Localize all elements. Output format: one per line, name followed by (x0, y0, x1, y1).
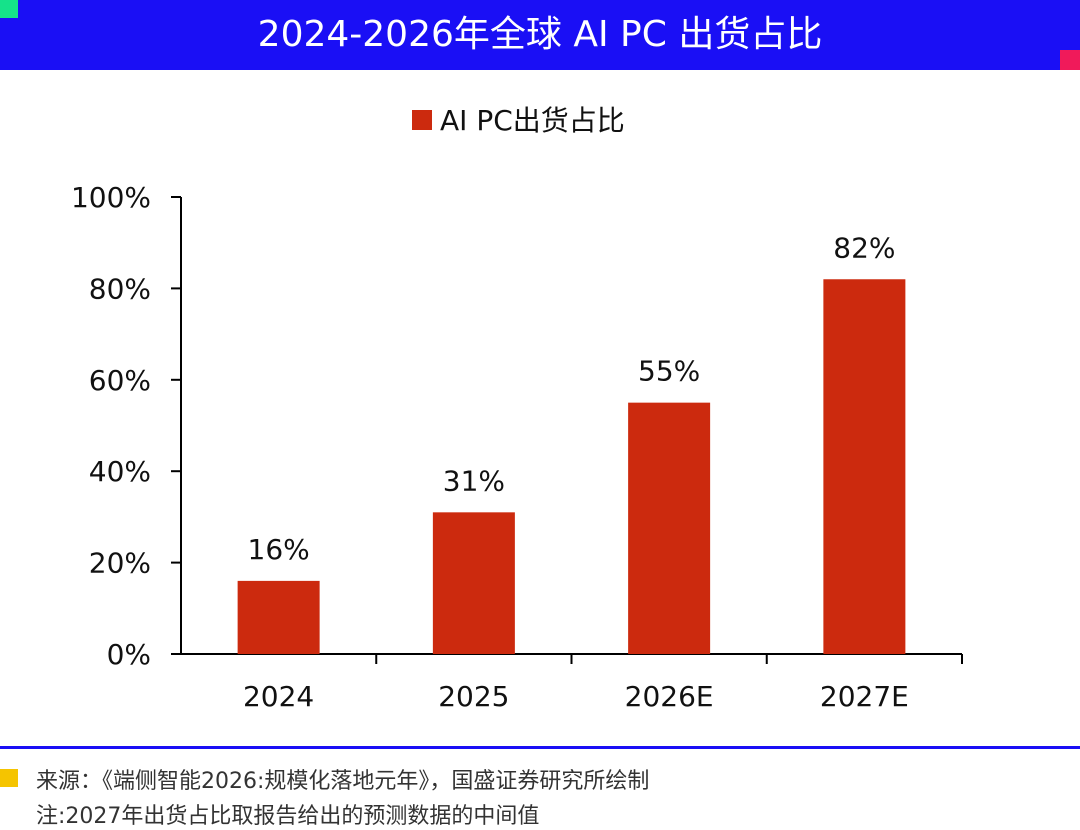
bar (237, 580, 320, 654)
x-tick-label: 2027E (820, 680, 909, 713)
y-tick-label: 60% (89, 364, 151, 397)
corner-accent-green (0, 0, 18, 18)
y-tick-label: 80% (89, 272, 151, 305)
chart-bars: 16% 31% 55% 82% (237, 231, 906, 654)
bar-value-label: 16% (248, 533, 310, 566)
footer-divider (0, 746, 1080, 749)
footnote: 注:2027年出货占比取报告给出的预测数据的中间值 (36, 804, 540, 829)
bar-value-label: 55% (638, 355, 700, 388)
y-tick-label: 20% (89, 547, 151, 580)
bar-chart: AI PC出货占比 0% 20% 40% 60% 80% 100% 16% 31% 55% 82… (71, 104, 963, 713)
corner-accent-pink (1060, 50, 1080, 70)
page-title: 2024-2026年全球 AI PC 出货占比 (257, 14, 823, 55)
header-bar (0, 0, 1080, 70)
y-tick-label: 0% (107, 638, 151, 671)
footer-bullet (0, 769, 18, 787)
legend-swatch (412, 110, 432, 130)
bar (628, 402, 711, 654)
y-axis-ticks: 0% 20% 40% 60% 80% 100% (71, 181, 181, 671)
chart-legend: AI PC出货占比 (412, 104, 625, 137)
bar-value-label: 31% (443, 464, 505, 497)
source-note: 来源：《端侧智能2026:规模化落地元年》，国盛证券研究所绘制 (36, 769, 650, 794)
x-axis-ticks: 2024 2025 2026E 2027E (243, 654, 963, 713)
legend-label: AI PC出货占比 (440, 104, 625, 137)
x-tick-label: 2024 (243, 680, 314, 713)
bar (432, 512, 515, 654)
y-tick-label: 40% (89, 455, 151, 488)
bar (823, 279, 906, 654)
y-tick-label: 100% (71, 181, 151, 214)
x-tick-label: 2026E (625, 680, 714, 713)
bar-value-label: 82% (833, 231, 895, 264)
x-tick-label: 2025 (438, 680, 509, 713)
